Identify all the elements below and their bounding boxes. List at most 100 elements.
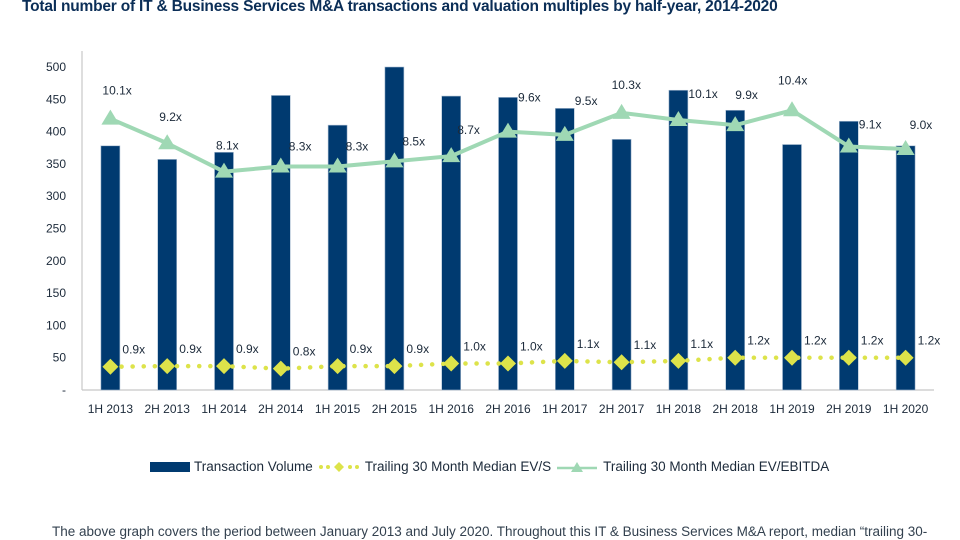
y-tick-label: 200 [46,254,66,268]
ev-ebitda-marker [215,162,233,178]
ev-ebitda-marker [896,140,915,156]
ev-s-data-label: 1.2x [804,334,827,348]
ev-ebitda-marker [158,134,177,150]
ev-s-data-label: 1.0x [520,340,543,354]
ev-s-data-label: 0.9x [236,342,259,356]
bar [441,95,462,391]
y-tick-label: 50 [53,351,67,365]
bar [725,109,746,391]
x-tick-label: 1H 2015 [315,402,361,416]
ev-s-data-label: 0.9x [122,343,145,357]
ev-s-marker [670,352,687,369]
footer-paragraph: The above graph covers the period betwee… [52,524,928,539]
ev-s-data-label: 1.2x [861,334,884,348]
y-tick-label: 400 [46,125,66,139]
bar [214,151,234,391]
ev-s-marker [897,349,914,366]
ev-s-marker [443,355,460,372]
ev-ebitda-data-label: 9.9x [735,88,758,102]
bar [270,95,291,391]
ev-ebitda-data-label: 8.5x [402,134,425,148]
legend-label: Transaction Volume [194,459,313,474]
x-tick-label: 2H 2019 [826,402,872,416]
ev-s-data-label: 1.1x [577,337,600,351]
x-tick-label: 2H 2014 [258,402,304,416]
ev-s-data-label: 0.9x [406,342,429,356]
x-tick-label: 2H 2013 [145,402,191,416]
ev-s-data-label: 0.9x [350,342,373,356]
ev-s-data-label: 0.9x [179,342,202,356]
bar [157,159,177,391]
ev-s-marker [159,358,176,375]
x-tick-label: 2H 2018 [713,402,759,416]
legend-item-ev-ebitda: Trailing 30 Month Median EV/EBITDA [555,459,829,474]
x-tick-label: 1H 2013 [88,402,134,416]
ev-ebitda-data-label: 9.1x [859,117,882,131]
ev-s-data-label: 1.2x [918,334,941,348]
legend-swatch-diamond-icon [318,461,359,472]
bar [782,144,802,391]
y-tick-label: 500 [46,60,66,74]
y-tick-label: 250 [46,222,66,236]
bar [668,89,689,391]
bar [611,139,632,391]
bar [554,108,575,391]
ev-s-data-label: 1.1x [690,337,713,351]
x-axis-ticks: 1H 2013 2H 2013 1H 2014 2H 2014 1H 2015 2H 20… [88,402,929,416]
bar [100,145,121,391]
bar [384,66,405,391]
x-tick-label: 1H 2014 [201,402,247,416]
ev-ebitda-marker [839,137,858,153]
x-tick-label: 1H 2017 [542,402,588,416]
x-tick-label: 1H 2016 [429,402,475,416]
ev-ebitda-data-label: 9.5x [575,94,598,108]
legend-label: Trailing 30 Month Median EV/EBITDA [603,459,830,474]
ev-s-marker [216,358,232,375]
ev-s-marker [784,349,800,366]
ev-s-marker [613,354,630,371]
legend-item-transaction-volume: Transaction Volume [150,459,313,474]
ev-ebitda-data-label: 10.4x [778,73,807,87]
ev-s-data-label: 1.2x [747,334,770,348]
x-tick-label: 2H 2015 [372,402,418,416]
ev-s-data-label: 1.1x [634,338,657,352]
y-tick-label: 450 [46,92,66,106]
bar [498,97,518,391]
y-tick-label: 150 [46,286,66,300]
ev-s-data-label: 0.8x [293,345,316,359]
x-tick-label: 1H 2020 [883,402,929,416]
ev-s-marker [102,358,119,375]
ev-s-marker [556,352,573,369]
ev-ebitda-marker [783,101,801,117]
x-tick-label: 1H 2018 [656,402,702,416]
ev-ebitda-marker [271,157,290,173]
ev-ebitda-data-label: 10.1x [102,84,131,98]
ev-ebitda-marker [385,152,404,168]
ev-s-data-label: 1.0x [463,340,486,354]
y-tick-label: - [62,383,66,397]
ev-ebitda-data-label: 9.2x [159,110,182,124]
legend-swatch-bar [150,461,190,472]
y-tick-label: 300 [46,189,66,203]
y-tick-label: 350 [46,157,66,171]
chart-title: Total number of IT & Business Services M… [22,0,778,15]
legend-label: Trailing 30 Month Median EV/S [364,459,552,474]
series-ev-s: 0.9x 0.9x 0.9x 0.8x 0.9x 0.9x 1.0x 1.0x 1.1x 1.1x… [102,334,940,377]
legend: Transaction Volume Trailing 30 Month Med… [150,459,833,474]
ev-ebitda-marker [612,103,631,119]
chart: 0.9x 0.9x 0.9x 0.8x 0.9x 0.9x 1.0x 1.0x 1.1x 1.1x… [46,51,940,416]
bar [327,124,348,391]
legend-swatch-triangle-icon [557,461,598,472]
x-tick-label: 2H 2016 [485,402,531,416]
ev-ebitda-marker [442,147,461,163]
ev-s-marker [840,349,857,366]
ev-ebitda-marker [669,110,688,126]
ev-ebitda-marker [555,125,574,141]
ev-ebitda-marker [726,116,745,132]
x-tick-label: 2H 2017 [599,402,645,416]
ev-ebitda-marker [499,122,517,138]
ev-ebitda-data-label: 8.7x [457,123,480,137]
ev-ebitda-data-label: 10.3x [612,78,641,92]
ev-s-marker [329,358,346,375]
y-axis-ticks: - 50 100 150 200 250 300 350 400 450 500 [46,60,66,397]
